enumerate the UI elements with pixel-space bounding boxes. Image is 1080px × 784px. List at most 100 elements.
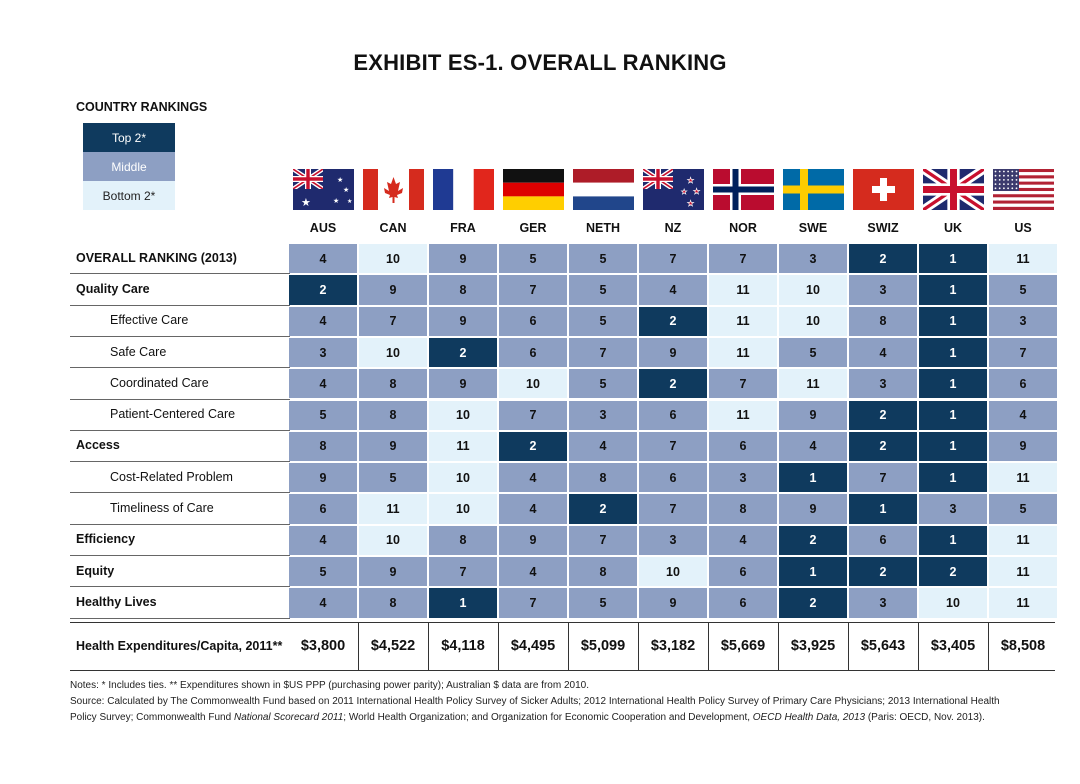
rank-cell: 2 [849,557,917,587]
rank-cell: 7 [989,337,1057,368]
rank-cell: 2 [849,431,917,462]
canada-flag-icon [362,169,424,215]
rank-cell: 7 [709,369,777,399]
rank-cell: 9 [429,369,497,399]
germany-flag-icon [502,169,564,215]
rank-cell: 2 [849,400,917,430]
rank-cell: 10 [359,525,427,555]
column-header-aus: AUS [309,221,337,235]
uk-flag-icon [919,165,987,215]
rank-cell: 3 [289,337,357,368]
rank-cell: 7 [569,337,637,368]
row-label: Quality Care [76,281,150,296]
rank-cell: 7 [499,275,567,305]
rank-cell: 10 [429,400,497,430]
rank-cell: 2 [429,337,497,368]
rank-cell: 4 [499,463,567,493]
rank-cell: 5 [989,275,1057,305]
row-label: Equity [76,563,115,578]
svg-text:★: ★ [337,176,343,184]
row-label: Patient-Centered Care [110,407,236,422]
rank-cell: 8 [359,369,427,399]
rank-cell: 9 [359,557,427,587]
row-divider [70,398,290,400]
rank-cell: 5 [989,494,1057,524]
rank-cell: 10 [359,337,427,368]
svg-text:★: ★ [693,187,700,196]
expenditure-divider [638,622,639,670]
rank-cell: 9 [779,400,847,430]
expenditure-value: $3,800 [300,638,346,654]
column-header-ger: GER [519,221,547,235]
rank-cell: 11 [989,588,1057,618]
rank-cell: 8 [359,400,427,430]
rank-cell: 1 [849,494,917,524]
rank-cell: 8 [849,306,917,336]
rank-cell: 6 [849,525,917,555]
rank-cell: 7 [639,244,707,274]
rank-cell: 4 [639,275,707,305]
expenditures-label: Health Expenditures/Capita, 2011** [76,639,283,653]
switzerland-flag-icon [852,169,914,215]
expenditure-value: $3,182 [650,638,696,654]
rank-cell: 5 [569,369,637,399]
row-divider [70,461,290,463]
expenditure-value: $3,925 [790,638,836,654]
rank-cell: 4 [289,525,357,555]
rank-cell: 4 [289,369,357,399]
rank-cell: 7 [639,431,707,462]
us-flag-icon [992,169,1054,215]
rank-cell: 11 [709,337,777,368]
rank-cell: 11 [709,275,777,305]
footnotes: Notes: * Includes ties. ** Expenditures … [70,678,1030,726]
rank-cell: 2 [849,244,917,274]
rank-cell: 2 [919,557,987,587]
rank-cell: 11 [429,431,497,462]
rank-cell: 9 [429,244,497,274]
sweden-flag-icon [782,169,844,215]
rank-cell: 7 [499,588,567,618]
new-zealand-flag-icon: ★ ★ ★ ★ [642,169,704,215]
rank-cell: 5 [569,244,637,274]
rank-cell: 6 [639,463,707,493]
rank-cell: 2 [639,306,707,336]
rank-cell: 4 [499,494,567,524]
rank-cell: 4 [989,400,1057,430]
row-label: OVERALL RANKING (2013) [76,250,237,265]
rank-cell: 4 [289,588,357,618]
rank-cell: 11 [989,525,1057,555]
rank-cell: 8 [359,588,427,618]
expenditure-value: $8,508 [1000,638,1046,654]
expenditure-value: $4,118 [441,638,485,654]
rank-cell: 9 [499,525,567,555]
rank-cell: 8 [429,525,497,555]
rank-cell: 8 [569,463,637,493]
column-header-uk: UK [943,221,963,235]
rank-cell: 2 [569,494,637,524]
rank-cell: 6 [499,306,567,336]
svg-text:★: ★ [681,188,687,196]
rank-cell: 3 [989,306,1057,336]
rank-cell: 1 [919,431,987,462]
expenditure-divider [358,622,359,670]
expenditure-value: $4,522 [370,638,416,654]
rank-cell: 9 [639,588,707,618]
legend-top-2: Top 2* [83,123,175,152]
row-divider [70,492,290,494]
row-divider [70,586,290,588]
rank-cell: 1 [779,557,847,587]
rank-cell: 7 [499,400,567,430]
rank-cell: 4 [499,557,567,587]
column-header-us: US [1014,221,1032,235]
row-label: Access [76,438,120,453]
expenditure-divider [428,622,429,670]
column-header-nor: NOR [729,221,757,235]
row-divider [70,429,290,431]
row-divider [70,367,290,369]
rank-cell: 8 [569,557,637,587]
rank-cell: 6 [709,557,777,587]
netherlands-flag-icon [572,169,634,215]
rank-cell: 9 [639,337,707,368]
rank-cell: 7 [849,463,917,493]
rank-cell: 3 [919,494,987,524]
